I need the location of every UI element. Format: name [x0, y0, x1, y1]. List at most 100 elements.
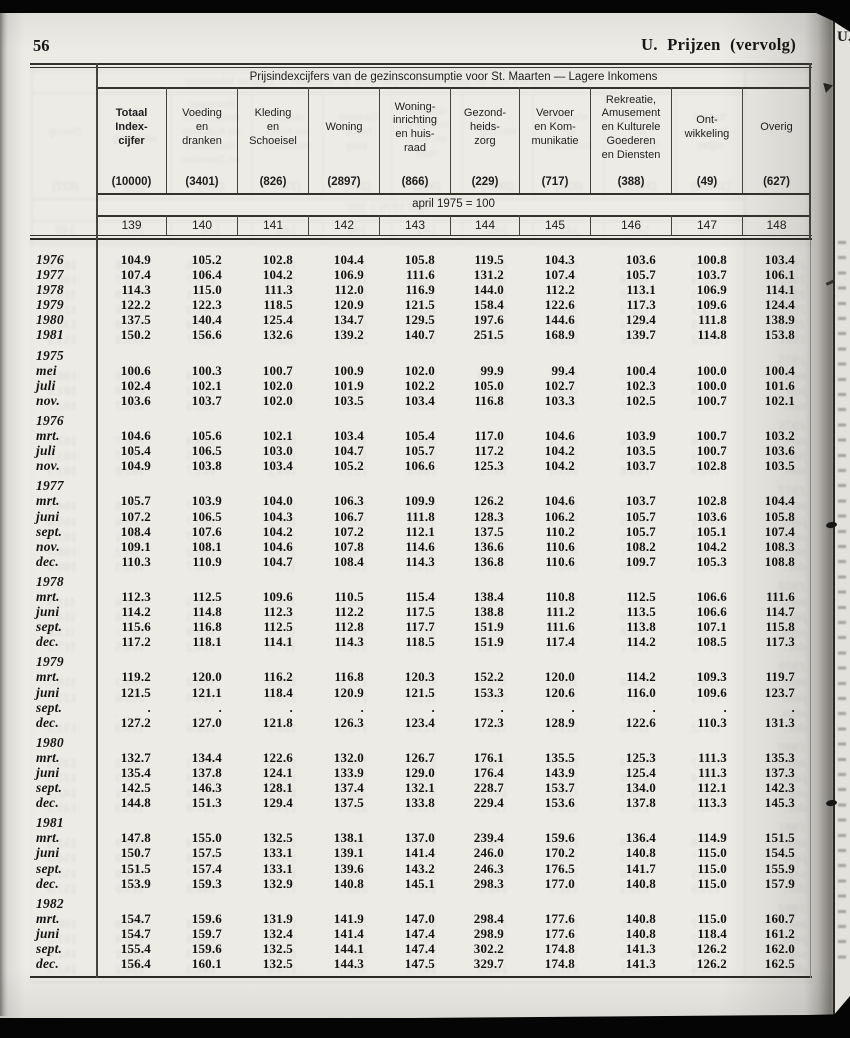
column-headers: Totaal Index- cijfer (10000) Voeding en dr… [30, 87, 812, 193]
value-cell: 132.9 [262, 875, 293, 891]
value-cell: 100.7 [696, 392, 727, 408]
value-cell: 107.6 [191, 523, 222, 539]
page-gutter-shadow [804, 10, 836, 1018]
value-cell: 112.5 [626, 588, 656, 604]
value-cell: 137.8 [625, 795, 656, 811]
value-cell: 137.8 [191, 765, 222, 780]
row-label: mrt. [36, 428, 60, 444]
value-cell: 114.3 [334, 634, 364, 650]
table-row: dec. 153.9 159.3 132.9 140.8 145.1 298.3 177.0 1… [30, 876, 812, 891]
value-cell: 134.0 [625, 780, 656, 796]
value-cell: 121.5 [404, 684, 435, 700]
column-code: 147 [671, 215, 742, 236]
value-cell: 159.3 [191, 875, 222, 891]
value-cell: 114.6 [405, 538, 435, 554]
value-cell: 141.9 [333, 910, 364, 926]
value-cell: 146.3 [191, 780, 222, 796]
value-cell: 106.6 [696, 588, 727, 604]
value-cell: 103.4 [764, 252, 795, 267]
value-cell: 110.2 [545, 523, 575, 539]
table-row: sept. 142.5 146.3 128.1 137.4 132.1 228.7 153.7… [30, 780, 812, 795]
value-cell: 127.2 [120, 714, 151, 730]
value-cell: 103.3 [544, 392, 575, 408]
value-cell: 298.9 [473, 925, 504, 941]
next-page-header-fragment: U. [837, 29, 850, 45]
value-cell: 137.4 [333, 780, 364, 796]
value-cell: 103.7 [625, 493, 656, 509]
row-label: mrt. [36, 588, 60, 604]
table-row: sept........... [30, 700, 812, 715]
value-cell: 104.7 [262, 553, 293, 569]
value-cell: 110.9 [192, 553, 222, 569]
value-cell: 153.6 [544, 795, 575, 811]
value-cell: 144.8 [120, 795, 151, 811]
value-cell: 239.4 [473, 830, 504, 846]
value-cell: 102.3 [625, 377, 656, 393]
value-cell: 115.0 [697, 860, 727, 876]
value-cell: 109.3 [696, 669, 727, 685]
right-border-line [809, 63, 811, 240]
column-header: Kleding en Schoeisel (826) [237, 87, 308, 193]
base-note-underline [97, 215, 810, 217]
value-cell: 104.2 [262, 523, 293, 539]
value-cell: 229.4 [473, 795, 504, 811]
value-cell: 102.8 [696, 458, 727, 474]
value-cell: 112.0 [334, 282, 364, 298]
value-cell: 105.7 [404, 443, 435, 459]
row-label: 1980 [36, 312, 64, 328]
table-row: mrt. 112.3 112.5 109.6 110.5 115.4 138.4 110.8 1… [30, 589, 812, 604]
value-cell: 125.4 [262, 312, 293, 328]
table-row: dec. 144.8 151.3 129.4 137.5 133.8 229.4 153.6 1… [30, 795, 812, 810]
column-header: Ont- wikkeling (49) [671, 87, 742, 193]
value-cell: 117.0 [474, 428, 504, 444]
column-code: 144 [450, 215, 519, 236]
table-row: mrt. 147.8 155.0 132.5 138.1 137.0 239.4 159.6 1… [30, 830, 812, 845]
row-label: 1977 [36, 267, 64, 283]
table-row: mrt. 104.6 105.6 102.1 103.4 105.4 117.0 104.6 1… [30, 428, 812, 443]
value-cell: 131.3 [764, 714, 795, 730]
row-label: nov. [36, 538, 60, 554]
row-group: 1980 mrt. 132.7 134.4 122.6 132.0 126.7 176.1 13… [30, 735, 812, 810]
value-cell: 120.0 [544, 669, 575, 685]
value-cell: 104.3 [262, 508, 293, 524]
value-cell: 102.8 [696, 493, 727, 509]
row-label: 1976 [36, 252, 64, 267]
value-cell: 115.0 [697, 845, 727, 861]
value-cell: 112.3 [121, 588, 151, 604]
value-cell: 120.9 [333, 297, 364, 313]
value-cell: 135.3 [764, 749, 795, 765]
value-cell: 129.4 [262, 795, 293, 811]
value-cell: 114.2 [626, 669, 656, 685]
value-cell: 132.5 [262, 830, 293, 846]
value-cell: 105.2 [191, 252, 222, 267]
value-cell: 106.2 [544, 508, 575, 524]
row-label: sept. [36, 619, 63, 635]
value-cell: 119.2 [121, 669, 151, 685]
row-label: sept. [36, 941, 63, 957]
value-cell: 151.9 [473, 619, 504, 635]
value-cell: 103.2 [764, 428, 795, 444]
value-cell: 100.6 [120, 362, 151, 378]
row-label: juli [36, 377, 56, 393]
value-cell: 104.9 [120, 458, 151, 474]
page-gutter-line [833, 13, 835, 1015]
value-cell: 125.4 [625, 765, 656, 780]
value-cell: 122.6 [262, 749, 293, 765]
value-cell: 115.6 [121, 619, 151, 635]
right-border-line-faint [809, 240, 811, 978]
value-cell: 122.2 [120, 297, 151, 313]
value-cell: 126.2 [473, 493, 504, 509]
table-row: dec. 156.4 160.1 132.5 144.3 147.5 329.7 174.8 1… [30, 956, 812, 971]
value-cell: 114.2 [626, 634, 656, 650]
row-group: 1975 mei 100.6 100.3 100.7 100.9 102.0 99.9 99.4… [30, 348, 812, 408]
value-cell: 107.4 [764, 523, 795, 539]
group-year-label: 1977 [36, 478, 64, 494]
value-cell: 112.5 [192, 588, 222, 604]
value-cell: . [500, 699, 504, 715]
value-cell: 105.4 [120, 443, 151, 459]
value-cell: 155.0 [191, 830, 222, 846]
value-cell: 135.5 [544, 749, 575, 765]
value-cell: 104.0 [262, 493, 293, 509]
value-cell: 111.3 [698, 765, 727, 780]
